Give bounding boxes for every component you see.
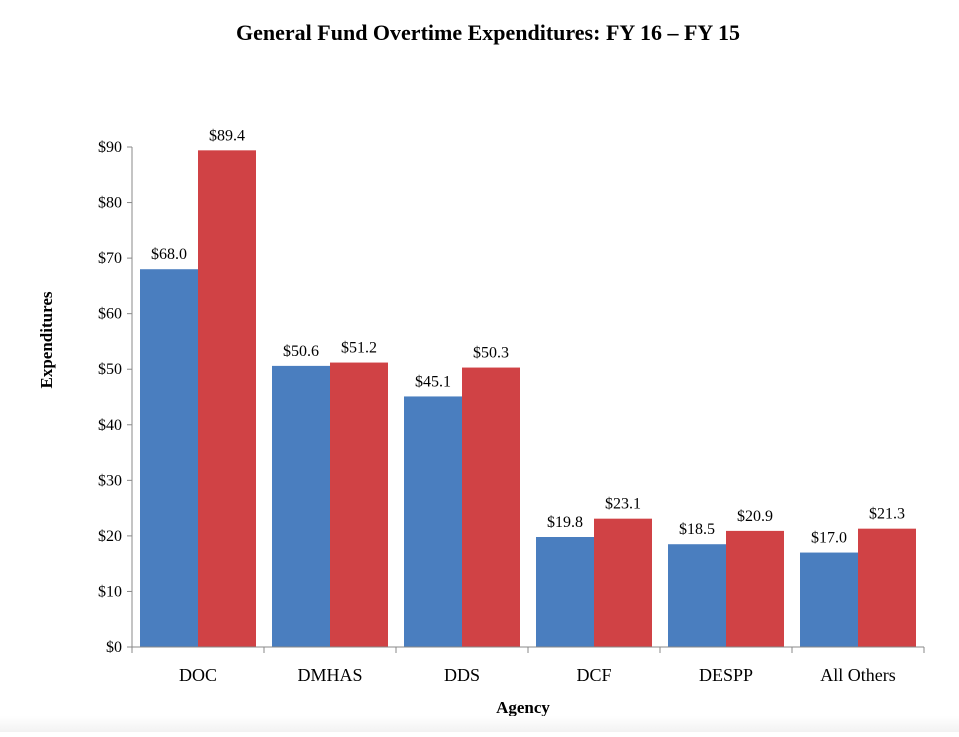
- data-label-1-all-others: $17.0: [811, 530, 847, 547]
- y-tick-label-70: $70: [98, 250, 122, 267]
- data-label-2-all-others: $21.3: [869, 506, 905, 523]
- data-label-2-dcf: $23.1: [605, 496, 641, 513]
- y-tick-label-90: $90: [98, 139, 122, 156]
- y-tick-label-40: $40: [98, 417, 122, 434]
- bottom-fade: [0, 716, 959, 732]
- y-tick-label-60: $60: [98, 306, 122, 323]
- x-tick-label-dcf: DCF: [576, 665, 611, 685]
- x-tick-label-doc: DOC: [179, 665, 217, 685]
- data-label-2-despp: $20.9: [737, 508, 773, 525]
- y-tick-label-50: $50: [98, 361, 122, 378]
- x-tick-label-dmhas: DMHAS: [297, 665, 362, 685]
- data-label-2-doc: $89.4: [209, 127, 245, 144]
- x-axis-title: Agency: [496, 698, 550, 717]
- bar-2-dds: [462, 367, 520, 647]
- bars-group: [140, 150, 916, 648]
- bar-1-dmhas: [272, 365, 330, 647]
- bar-1-dcf: [536, 537, 594, 647]
- data-label-1-dmhas: $50.6: [283, 343, 319, 360]
- y-tick-label-30: $30: [98, 472, 122, 489]
- bar-2-dmhas: [330, 362, 388, 647]
- bar-1-despp: [668, 544, 726, 647]
- data-label-2-dmhas: $51.2: [341, 340, 377, 357]
- bar-2-all-others: [858, 528, 916, 647]
- bar-2-despp: [726, 530, 784, 647]
- labels-group: $68.0 $89.4 DOC $50.6 $51.2 DMHAS $45.1 $50.3 DD…: [151, 127, 905, 685]
- bar-2-dcf: [594, 518, 652, 647]
- y-axis-title: Expenditures: [37, 291, 56, 388]
- x-tick-label-dds: DDS: [444, 665, 480, 685]
- y-tick-label-0: $0: [106, 639, 122, 656]
- data-label-1-dcf: $19.8: [547, 514, 583, 531]
- bar-1-all-others: [800, 552, 858, 647]
- y-tick-label-80: $80: [98, 195, 122, 212]
- bar-2-doc: [198, 150, 256, 648]
- axes-group: $0 $10 $20 $30 $40 $50 $60 $70 $80 $90: [98, 139, 925, 656]
- chart-title: General Fund Overtime Expenditures: FY 1…: [236, 20, 740, 45]
- bar-1-doc: [140, 269, 198, 647]
- data-label-1-dds: $45.1: [415, 373, 451, 390]
- bar-1-dds: [404, 396, 462, 647]
- y-tick-label-20: $20: [98, 528, 122, 545]
- y-tick-label-10: $10: [98, 583, 122, 600]
- data-label-2-dds: $50.3: [473, 345, 509, 362]
- x-tick-label-despp: DESPP: [699, 665, 753, 685]
- data-label-1-doc: $68.0: [151, 246, 187, 263]
- data-label-1-despp: $18.5: [679, 521, 715, 538]
- x-tick-label-all-others: All Others: [820, 665, 896, 685]
